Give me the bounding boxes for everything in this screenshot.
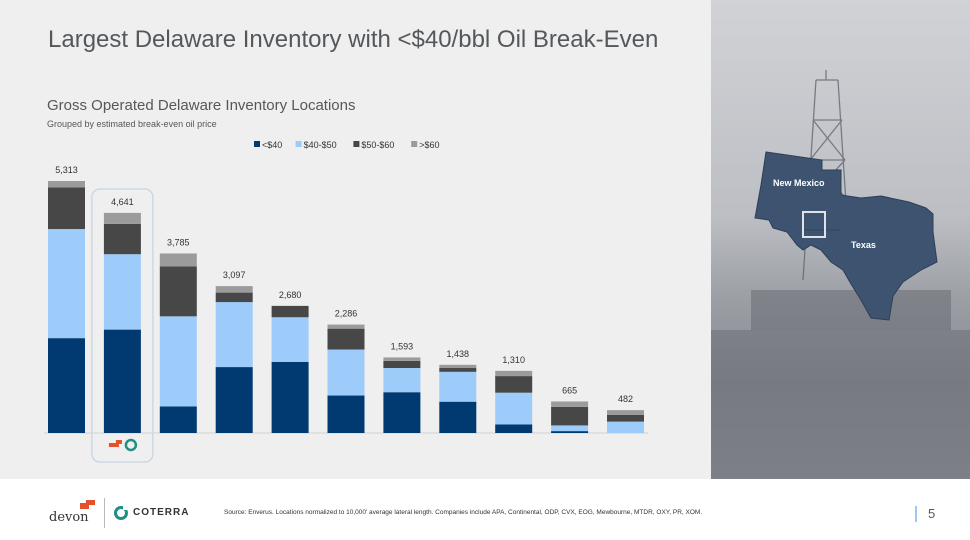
bar-segment [271,317,309,362]
bar-segment [159,266,197,317]
bar-total-label: 665 [562,385,577,395]
chart-title: Gross Operated Delaware Inventory Locati… [47,97,356,114]
slide-title: Largest Delaware Inventory with <$40/bbl… [48,26,659,53]
map-label-new-mexico: New Mexico [773,178,825,188]
bar-segment [551,401,589,407]
bar-segment [159,406,197,433]
bar-segment [327,349,365,396]
bar-segment [551,425,589,432]
bar-segment [439,364,477,369]
legend-label: >$60 [419,140,439,150]
bar-total-label: 5,313 [55,165,78,175]
bar-segment [215,286,253,293]
bar-segment [495,392,533,425]
bar-segment [327,328,365,350]
bar-total-label: 1,593 [391,341,414,351]
legend-swatch [254,141,260,147]
page-number: 5 [928,506,936,521]
bar-segment [607,410,644,415]
bar-segment [495,424,533,433]
bar-total-label: 1,310 [502,355,525,365]
logo-divider [104,498,105,528]
bar-segment [271,361,309,433]
bar-segment [103,223,141,255]
bar-segment [159,253,197,267]
ground [711,330,970,479]
legend-label: $50-$60 [361,140,394,150]
source-note: Source: Enverus. Locations normalized to… [224,509,703,516]
bar-segment [215,292,253,303]
bar-total-label: 3,097 [223,270,246,280]
bar-total-label: 482 [618,394,633,404]
bar-total-label: 2,286 [335,309,358,319]
bar-segment [383,357,421,361]
legend-label: <$40 [262,140,282,150]
bar-segment [607,421,644,433]
coterra-logo-icon [114,505,128,520]
devon-logo-mark [80,503,89,509]
bar-total-label: 3,785 [167,237,190,247]
stacked-bar-chart: <$40 $40-$50 $50-$60 >$60 5,313 4,641 3,785 3,0… [44,140,648,463]
bar-segment [327,324,365,329]
rig-platform [751,290,951,330]
bar-segment [439,368,477,372]
bar-total-label: 2,680 [279,290,302,300]
legend-swatch [411,141,418,147]
bar-segment [271,305,309,318]
legend-swatch [353,141,360,147]
bar-segment [383,360,421,369]
new-mexico-texas-map [754,151,938,321]
bar-segment [551,431,589,433]
bar-segment [215,367,253,433]
bar-segment [383,392,421,433]
devon-mini-logo [108,443,119,447]
bar-segment [215,302,253,368]
bar-segment [103,212,141,224]
bar-segment [327,395,365,433]
drilling-rig-photo-panel: New Mexico Texas [711,0,970,479]
bar-total-label: 1,438 [447,349,470,359]
bar-segment [48,229,85,339]
legend-label: $40-$50 [304,140,337,150]
bar-segment [103,329,141,433]
map-label-texas: Texas [851,240,876,250]
bar-segment [48,181,85,188]
slide-footer [0,479,970,540]
bar-segment [495,370,533,377]
bar-segment [48,338,85,433]
bar-segment [607,414,644,422]
devon-logo-mark-upper [86,500,95,505]
highlight-bracket [91,188,154,463]
coterra-mini-logo [124,438,138,452]
bar-segment [383,368,421,393]
chart-subtitle: Grouped by estimated break-even oil pric… [47,119,217,129]
legend-swatch [295,141,302,147]
bar-segment [495,376,533,393]
bar-segment [48,187,85,230]
delaware-basin-box [802,211,826,238]
bar-segment [439,401,477,433]
page-number-accent [915,506,917,522]
bar-segment [103,254,141,330]
devon-mini-logo-upper [115,440,122,444]
devon-logo-text: devon [49,510,89,525]
bar-total-label: 4,641 [111,197,134,207]
bar-segment [551,406,589,426]
bar-segment [439,371,477,402]
rig-photo-illustration [711,0,970,479]
coterra-logo-text: COTERRA [133,507,190,518]
bar-segment [159,316,197,407]
